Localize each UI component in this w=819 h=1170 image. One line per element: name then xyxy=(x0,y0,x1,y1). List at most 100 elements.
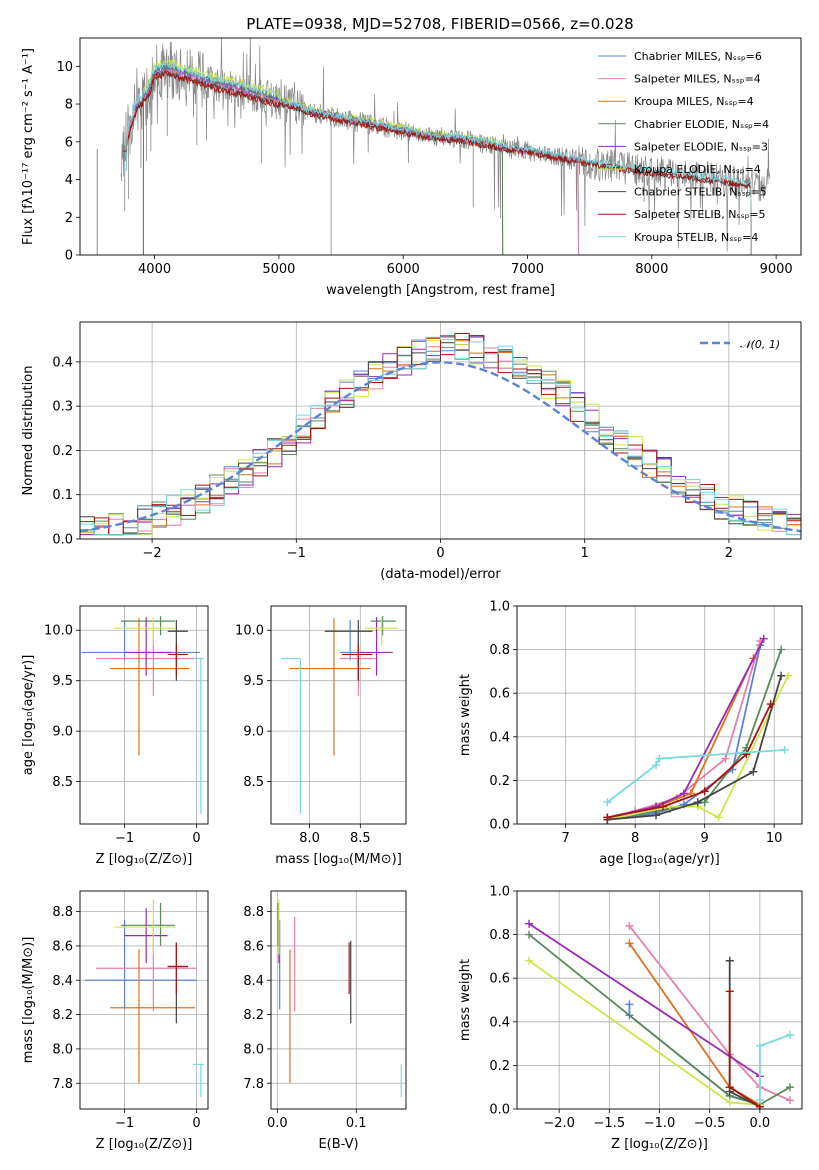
mass-vs-ebv-frame xyxy=(270,890,407,1110)
mass-weight-vs-age-panel: 7 8 9 10 0.0 0.2 0.4 0.6 0.8 1.0 age [log₁₀(age/yr… xyxy=(458,600,803,867)
series-marker xyxy=(603,813,612,822)
series-marker xyxy=(777,671,786,680)
residuals-ytick-label: 0.1 xyxy=(52,488,73,503)
age-vs-Z-ytick-label: 8.5 xyxy=(52,775,73,790)
series-marker xyxy=(725,1083,734,1092)
age-vs-mass-xtick-label: 8.5 xyxy=(350,831,371,846)
residual-histogram-step xyxy=(80,336,801,536)
series-marker xyxy=(658,802,667,811)
mass-weight-vs-Z-ytick-label: 0.4 xyxy=(489,1015,510,1030)
spectrum-plot-area xyxy=(96,38,771,255)
mass-weight-vs-age-plot-area xyxy=(603,634,793,824)
series-marker xyxy=(652,761,661,770)
mass-vs-Z-ylabel: mass [log₁₀(M/M⊙)] xyxy=(21,937,36,1064)
series-marker xyxy=(652,811,661,820)
age-vs-Z-frame xyxy=(79,605,209,825)
mass-vs-Z-ytick-label: 8.8 xyxy=(52,905,73,920)
spectrum-legend-label: Chabrier STELIB, Nₛₛₚ=5 xyxy=(634,186,767,199)
mass-weight-vs-Z-xtick-label: 0.0 xyxy=(750,1116,771,1131)
series-line xyxy=(528,960,760,1106)
mass-vs-ebv-ytick-label: 8.8 xyxy=(243,905,264,920)
mass-weight-vs-Z-ytick-label: 0.2 xyxy=(489,1059,510,1074)
series-marker xyxy=(525,930,534,939)
residuals-xtick-label: 1 xyxy=(581,546,589,561)
mass-vs-ebv-ytick-label: 8.4 xyxy=(243,974,264,989)
mass-weight-vs-age-xtick-label: 10 xyxy=(766,831,783,846)
age-vs-mass-ytick-label: 9.0 xyxy=(243,725,264,740)
mass-weight-vs-age-ytick-label: 1.0 xyxy=(489,600,510,615)
mass-weight-vs-Z-frame xyxy=(516,890,803,1110)
age-vs-Z-ytick-label: 10.0 xyxy=(44,624,73,639)
series-marker xyxy=(766,700,775,709)
mass-weight-vs-Z-xtick-label: −1.0 xyxy=(644,1116,676,1131)
mass-vs-Z-frame xyxy=(79,890,209,1110)
mass-weight-vs-age-xtick-label: 9 xyxy=(701,831,709,846)
spectrum-legend-label: Chabrier ELODIE, Nₛₛₚ=4 xyxy=(634,118,769,131)
mass-weight-vs-Z-xlabel: Z [log₁₀(Z/Z⊙)] xyxy=(611,1137,708,1152)
series-marker xyxy=(714,813,723,822)
age-vs-Z-ytick-label: 9.5 xyxy=(52,674,73,689)
residuals-xtick-label: −2 xyxy=(143,546,162,561)
mass-vs-Z-panel: −1 0 7.8 8.0 8.2 8.4 8.6 8.8 Z [log₁₀(Z/Z⊙)] mass… xyxy=(21,890,209,1152)
mass-weight-vs-Z-xtick-label: −0.5 xyxy=(694,1116,726,1131)
series-line xyxy=(607,638,765,819)
age-vs-Z-ytick-label: 9.0 xyxy=(52,725,73,740)
series-marker xyxy=(655,754,664,763)
series-line xyxy=(606,749,785,803)
spectrum-xtick-label: 9000 xyxy=(760,262,793,277)
series-marker xyxy=(759,634,768,643)
age-vs-mass-xtick-label: 8.0 xyxy=(299,831,320,846)
spectrum-xtick-label: 4000 xyxy=(138,262,171,277)
age-vs-Z-xtick-label: −1 xyxy=(115,831,134,846)
spectrum-legend-label: Kroupa STELIB, Nₛₛₚ=4 xyxy=(634,231,758,244)
spectrum-ytick-label: 10 xyxy=(56,60,73,75)
series-marker xyxy=(777,645,786,654)
residuals-ytick-label: 0.0 xyxy=(52,533,73,548)
mass-vs-ebv-ytick-label: 8.0 xyxy=(243,1042,264,1057)
mass-vs-Z-ytick-label: 7.8 xyxy=(52,1077,73,1092)
mass-vs-ebv-plot-area xyxy=(277,899,402,1097)
normal-distribution-line xyxy=(80,361,801,533)
series-line xyxy=(728,960,761,1108)
residuals-xlabel: (data-model)/error xyxy=(380,567,501,582)
series-marker xyxy=(603,798,612,807)
series-marker xyxy=(725,987,734,996)
mass-weight-vs-Z-ytick-label: 0.0 xyxy=(489,1103,510,1118)
mass-vs-Z-xtick-label: −1 xyxy=(115,1116,134,1131)
residuals-ytick-label: 0.2 xyxy=(52,444,73,459)
series-marker xyxy=(625,939,634,948)
mass-vs-Z-plot-area xyxy=(85,899,204,1097)
age-vs-Z-ylabel: age [log₁₀(age/yr)] xyxy=(21,655,36,776)
age-vs-mass-plot-area xyxy=(281,616,398,814)
spectrum-model-line xyxy=(123,68,579,255)
age-vs-mass-frame xyxy=(270,605,407,825)
spectrum-model-line xyxy=(123,61,752,255)
spectrum-legend-label: Salpeter ELODIE, Nₛₛₚ=3 xyxy=(634,140,768,153)
residuals-ytick-label: 0.4 xyxy=(52,355,73,370)
residuals-panel: −2 −1 0 1 2 0.0 0.1 0.2 0.3 0.4 (data-model)/error… xyxy=(21,321,802,582)
age-vs-mass-panel: 8.0 8.5 8.5 9.0 9.5 10.0 mass [log₁₀(M/M⊙)] xyxy=(235,605,407,867)
series-marker xyxy=(625,1000,634,1009)
series-line xyxy=(628,942,761,1106)
spectrum-model-line xyxy=(123,65,579,255)
mass-weight-vs-Z-panel: −2.0 −1.5 −1.0 −0.5 0.0 0.0 0.2 0.4 0.6 0.8 1.0 Z [… xyxy=(458,885,803,1152)
series-marker xyxy=(525,919,534,928)
residuals-xtick-label: 2 xyxy=(725,546,733,561)
spectrum-legend-label: Kroupa MILES, Nₛₛₚ=4 xyxy=(634,95,754,108)
series-marker xyxy=(693,798,702,807)
mass-vs-Z-ytick-label: 8.4 xyxy=(52,974,73,989)
mass-vs-ebv-ytick-label: 8.6 xyxy=(243,939,264,954)
series-marker xyxy=(700,798,709,807)
mass-vs-ebv-ytick-label: 7.8 xyxy=(243,1077,264,1092)
mass-weight-vs-age-frame xyxy=(516,605,803,825)
spectrum-ytick-label: 8 xyxy=(65,98,73,113)
mass-vs-Z-ytick-label: 8.2 xyxy=(52,1008,73,1023)
mass-vs-ebv-xtick-label: 0.0 xyxy=(267,1116,288,1131)
mass-vs-ebv-ytick-label: 8.2 xyxy=(243,1008,264,1023)
spectrum-legend-label: Kroupa ELODIE, Nₛₛₚ=4 xyxy=(634,163,761,176)
spectrum-xlabel: wavelength [Angstrom, rest frame] xyxy=(326,283,555,298)
mass-vs-Z-ytick-label: 8.6 xyxy=(52,939,73,954)
age-vs-mass-ytick-label: 8.5 xyxy=(243,775,264,790)
mass-weight-vs-age-xtick-label: 8 xyxy=(631,831,639,846)
